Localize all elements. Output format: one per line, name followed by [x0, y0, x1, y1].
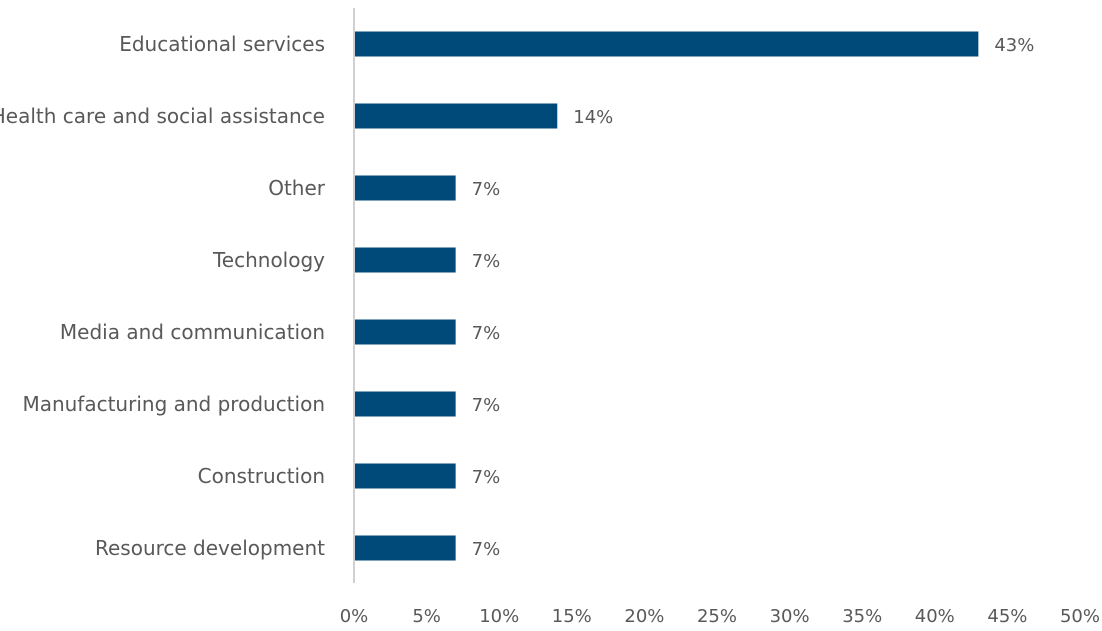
x-tick-label: 50% [1060, 606, 1100, 626]
x-tick-label: 35% [842, 606, 882, 626]
bar [355, 175, 456, 201]
bar [355, 535, 456, 561]
x-tick-label: 45% [987, 606, 1027, 626]
data-label: 7% [472, 251, 501, 272]
category-label: Other [268, 176, 326, 200]
bar [355, 391, 456, 417]
bar [355, 103, 558, 129]
bars-layer [355, 31, 979, 561]
category-label: Technology [212, 248, 325, 272]
x-tick-label: 40% [915, 606, 955, 626]
data-label: 7% [472, 179, 501, 200]
x-tick-label: 20% [624, 606, 664, 626]
x-tick-label: 15% [552, 606, 592, 626]
category-label: Educational services [119, 32, 325, 56]
data-label: 7% [472, 539, 501, 560]
category-label: Media and communication [60, 320, 325, 344]
category-label: Resource development [95, 536, 325, 560]
category-label: Health care and social assistance [0, 104, 325, 128]
category-label: Construction [198, 464, 325, 488]
data-label: 7% [472, 467, 501, 488]
x-tick-label: 25% [697, 606, 737, 626]
x-tick-label: 0% [340, 606, 369, 626]
bar [355, 319, 456, 345]
bar [355, 31, 979, 57]
bar [355, 463, 456, 489]
x-tick-label: 5% [412, 606, 441, 626]
x-tick-label: 10% [479, 606, 519, 626]
data-label: 7% [472, 323, 501, 344]
data-label: 7% [472, 395, 501, 416]
data-label: 14% [573, 107, 613, 128]
x-tick-label: 30% [770, 606, 810, 626]
labels-layer: Educational services 43% Health care and s… [0, 32, 1100, 627]
category-label: Manufacturing and production [22, 392, 325, 416]
data-label: 43% [994, 35, 1034, 56]
bar [355, 247, 456, 273]
